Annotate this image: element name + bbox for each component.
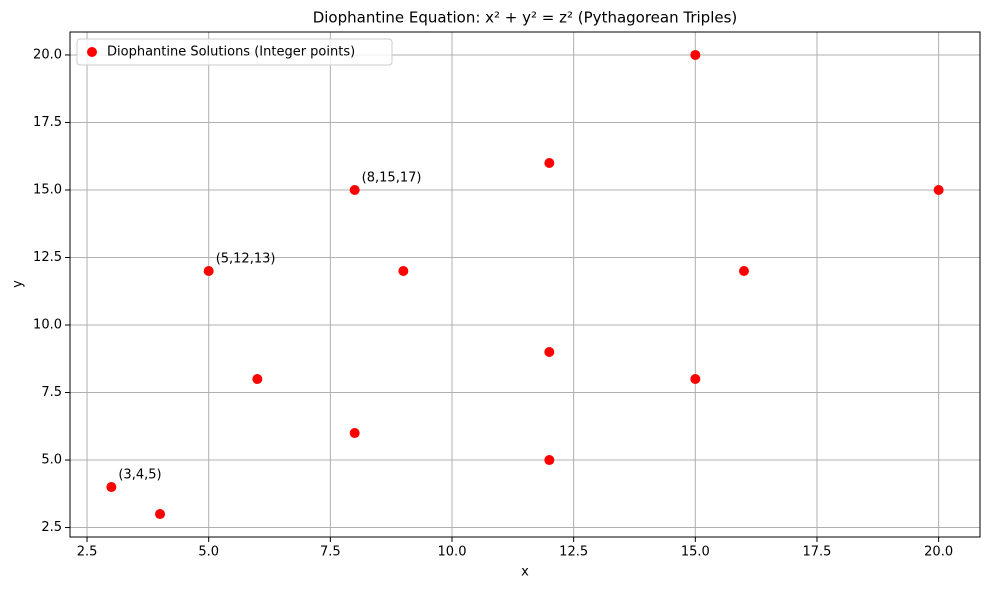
x-tick-label: 17.5 [803, 545, 832, 560]
x-tick-label: 5.0 [198, 545, 219, 560]
point [544, 455, 555, 466]
y-tick-label: 12.5 [33, 250, 62, 265]
point [155, 509, 166, 520]
point [252, 374, 263, 385]
x-tick-label: 7.5 [320, 545, 341, 560]
x-tick-label: 15.0 [681, 545, 710, 560]
chart-title: Diophantine Equation: x² + y² = z² (Pyth… [313, 9, 738, 27]
y-tick-label: 10.0 [33, 318, 62, 333]
annotation: (3,4,5) [118, 468, 161, 483]
annotation: (5,12,13) [216, 251, 276, 266]
legend-box [76, 38, 393, 66]
x-axis-label: x [521, 565, 529, 580]
y-tick-label: 5.0 [41, 453, 62, 468]
x-tick-label: 10.0 [438, 545, 467, 560]
point [349, 184, 360, 195]
point [690, 374, 701, 385]
point [203, 265, 214, 276]
y-tick-label: 20.0 [33, 47, 62, 62]
y-tick-label: 7.5 [41, 385, 62, 400]
y-tick-label: 17.5 [33, 115, 62, 130]
point [738, 265, 749, 276]
y-tick-label: 2.5 [41, 520, 62, 535]
point [398, 265, 409, 276]
x-tick-label: 20.0 [924, 545, 953, 560]
y-axis-label: y [11, 280, 26, 288]
point [690, 49, 701, 60]
point [544, 157, 555, 168]
plot-frame [69, 31, 981, 538]
point [106, 482, 117, 493]
x-tick-label: 12.5 [559, 545, 588, 560]
y-tick-label: 15.0 [33, 182, 62, 197]
point [349, 428, 360, 439]
point [544, 347, 555, 358]
x-tick-label: 2.5 [77, 545, 98, 560]
legend-marker [87, 47, 97, 57]
point [933, 184, 944, 195]
annotation: (8,15,17) [362, 170, 422, 185]
legend-label: Diophantine Solutions (Integer points) [107, 45, 355, 60]
